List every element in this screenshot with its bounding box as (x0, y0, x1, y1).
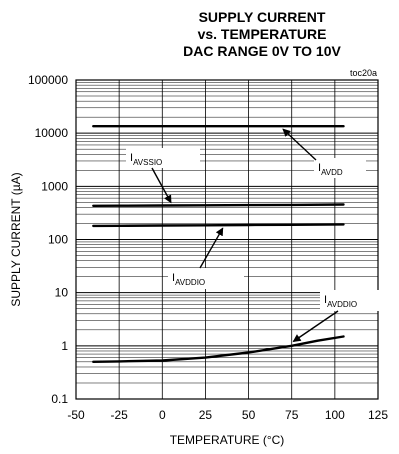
major-gridlines (76, 80, 378, 399)
x-tick-label: -25 (110, 408, 128, 422)
annotation-box (314, 158, 366, 178)
x-tick-labels: -50 -25 0 25 50 75 100 125 (67, 408, 388, 422)
series-label: IAVDD (318, 162, 343, 177)
annotation-arrow (292, 310, 339, 342)
series-label: IAVDDIO (324, 294, 357, 309)
chart-tag: toc20a (350, 68, 377, 78)
series-line (92, 223, 345, 228)
x-tick-label: 125 (368, 408, 388, 422)
chart-title-line: vs. TEMPERATURE (198, 26, 327, 42)
chart-title-line: SUPPLY CURRENT (199, 9, 326, 25)
y-axis-label: SUPPLY CURRENT (µA) (9, 172, 23, 306)
series-annotations: IAVDD IAVSSIO IAVDDIO IAVDDIO (126, 128, 388, 342)
y-tick-labels: 0.1 1 10 100 1000 10000 100000 (28, 73, 68, 406)
series-label: IAVDDIO (172, 272, 205, 287)
y-tick-label: 1 (61, 339, 68, 353)
series-label: IAVSSIO (130, 152, 162, 167)
series-annotation: IAVDDIO (292, 290, 388, 342)
plot-frame (75, 79, 379, 400)
annotation-box (168, 268, 244, 289)
x-tick-label: 50 (242, 408, 256, 422)
x-tick-label: 0 (159, 408, 166, 422)
series-line (92, 203, 345, 208)
annotation-box (320, 290, 388, 311)
x-axis-label: TEMPERATURE (°C) (170, 433, 285, 447)
annotation-box (126, 148, 200, 168)
y-tick-label: 10 (55, 286, 69, 300)
chart-title-line: DAC RANGE 0V TO 10V (183, 43, 341, 59)
x-tick-label: 100 (325, 408, 345, 422)
x-tick-label: -50 (67, 408, 85, 422)
annotation-arrow (282, 128, 317, 161)
series-annotation: IAVDDIO (168, 227, 244, 289)
y-tick-label: 1000 (41, 179, 68, 193)
annotation-arrow (199, 227, 224, 269)
y-tick-label: 10000 (35, 126, 69, 140)
annotation-arrow (151, 167, 172, 204)
x-tick-label: 75 (285, 408, 299, 422)
data-series (92, 124, 345, 363)
series-line (92, 335, 345, 363)
y-tick-label: 0.1 (51, 392, 68, 406)
y-tick-label: 100000 (28, 73, 68, 87)
y-tick-label: 100 (48, 233, 68, 247)
series-annotation: IAVSSIO (126, 148, 200, 204)
x-tick-label: 25 (199, 408, 213, 422)
series-annotation: IAVDD (282, 128, 366, 178)
